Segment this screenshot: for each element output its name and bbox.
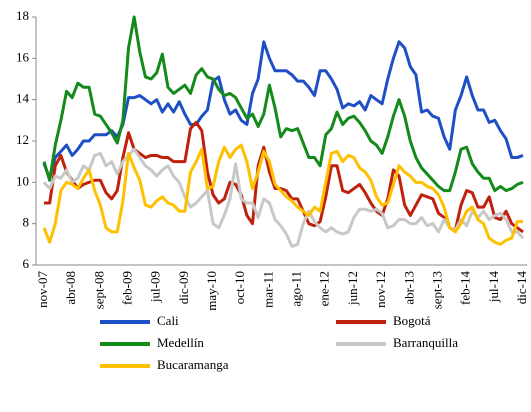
x-tick-label: abr-08 (63, 271, 78, 305)
legend-label: Cali (157, 313, 179, 328)
x-tick-label: dic-09 (176, 271, 191, 304)
series-line (42, 143, 523, 246)
legend-label: Barranquilla (393, 335, 458, 350)
y-tick-label: 16 (16, 49, 30, 64)
x-tick-label: sept-13 (429, 271, 444, 309)
y-tick-label: 12 (16, 132, 29, 147)
series-line (44, 120, 524, 234)
legend-label: Bogotá (393, 313, 431, 328)
x-tick-label: jun-12 (345, 271, 360, 306)
x-tick-label: ene-12 (317, 271, 332, 306)
x-tick-label: nov-12 (373, 271, 388, 308)
series-line (42, 15, 524, 193)
x-tick-label: may-10 (204, 271, 219, 311)
x-tick-label: abr-13 (401, 271, 416, 305)
series-line (42, 147, 525, 248)
legend-label: Medellín (157, 335, 204, 350)
x-tick-label: dic-14 (514, 271, 529, 305)
y-tick-label: 6 (23, 256, 30, 271)
x-tick-label: feb-09 (120, 271, 135, 305)
y-tick-label: 14 (16, 91, 30, 106)
x-tick-label: sept-08 (91, 271, 106, 309)
x-tick-label: jul-14 (486, 271, 501, 304)
series-line (42, 40, 524, 180)
legend-label: Bucaramanga (157, 357, 229, 372)
y-tick-label: 8 (23, 215, 30, 230)
x-tick-label: nov-07 (35, 271, 50, 308)
x-tick-label: jul-09 (148, 271, 163, 303)
x-tick-label: mar-11 (260, 271, 275, 308)
x-tick-label: feb-14 (458, 271, 473, 305)
x-tick-label: oct-10 (232, 271, 247, 304)
y-tick-label: 10 (16, 173, 29, 188)
x-tick-label: ago-11 (289, 271, 304, 307)
y-tick-label: 18 (16, 8, 29, 23)
